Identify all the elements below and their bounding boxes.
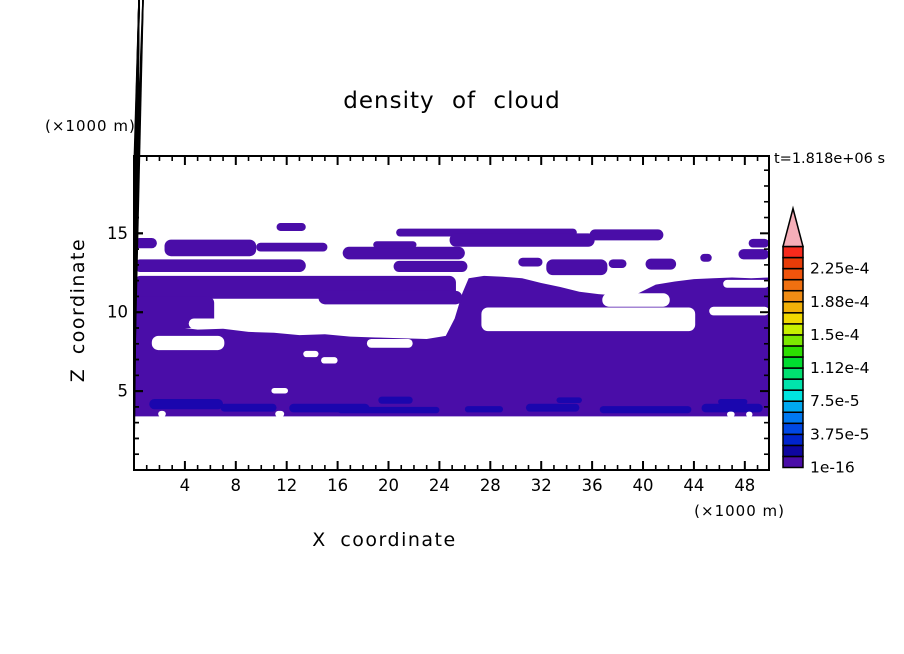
colorbar-label: 1e-16: [810, 459, 855, 477]
colorbar-cell: [782, 267, 804, 281]
cloud-hole: [709, 306, 769, 316]
svg-text:20: 20: [378, 476, 399, 495]
cloud-hole: [188, 318, 221, 329]
dense-cloud-patch: [378, 396, 413, 404]
cloud-blob: [645, 258, 677, 270]
cloud-blob: [748, 238, 769, 248]
colorbar-cell: [782, 378, 804, 391]
cloud-blob: [318, 290, 463, 305]
svg-text:40: 40: [633, 476, 654, 495]
colorbar-cell: [782, 455, 804, 469]
colorbar-label: 3.75e-5: [810, 425, 870, 443]
colorbar-cell: [782, 301, 804, 314]
dense-cloud-patch: [220, 403, 277, 412]
cloud-hole: [271, 387, 288, 394]
colorbar-cell: [782, 444, 804, 458]
svg-text:10: 10: [107, 303, 128, 322]
colorbar-cell: [782, 345, 804, 358]
cloud-blob: [342, 246, 465, 260]
dense-cloud-patch: [525, 403, 580, 412]
cloud-hole: [303, 350, 319, 358]
cloud-blob: [164, 239, 257, 257]
cloud-blob: [608, 259, 627, 269]
colorbar-cell: [782, 278, 804, 292]
colorbar-cell: [782, 389, 804, 402]
axis-ticks: [133, 0, 769, 470]
cloud-hole: [158, 410, 166, 418]
colorbar-cell: [782, 433, 804, 447]
cloud-blob: [700, 253, 712, 262]
cloud-blob: [134, 259, 306, 272]
svg-text:36: 36: [582, 476, 603, 495]
colorbar-cell: [782, 411, 804, 425]
cloud-blob: [373, 241, 417, 249]
colorbar-label: 1.88e-4: [810, 293, 870, 311]
dense-cloud-patch: [337, 406, 440, 414]
colorbar-label: 1.12e-4: [810, 359, 870, 377]
colorbar-cell: [782, 356, 804, 369]
svg-text:4: 4: [180, 476, 191, 495]
colorbar-overflow-arrow: [782, 205, 804, 248]
colorbar-cell: [782, 367, 804, 380]
x-axis-unit: (×1000 m): [694, 502, 785, 520]
z-axis-unit: (×1000 m): [45, 117, 136, 135]
colorbar: 1e-16 3.75e-5 7.5e-5 1.12e-4 1.5e-4 1.88e-4 2.…: [782, 205, 870, 477]
svg-text:12: 12: [276, 476, 297, 495]
dense-cloud-patch: [599, 406, 692, 414]
dense-cloud-patch: [464, 406, 504, 413]
colorbar-label: 7.5e-5: [810, 392, 860, 410]
colorbar-label: 2.25e-4: [810, 260, 870, 278]
cloud-hole: [746, 411, 753, 418]
svg-text:48: 48: [734, 476, 755, 495]
colorbar-cell: [782, 289, 804, 303]
cloud-hole: [366, 339, 413, 348]
dense-cloud-patch: [701, 403, 763, 413]
cloud-hole: [602, 293, 670, 307]
colorbar-cell: [782, 312, 804, 325]
cloud-blob: [134, 238, 157, 249]
svg-text:16: 16: [327, 476, 348, 495]
cloud-blob: [518, 257, 543, 267]
timestamp-label: t=1.818e+06 s: [774, 151, 886, 167]
cloud-hole: [727, 411, 735, 418]
cloud-blob: [546, 259, 608, 276]
dense-cloud-patch: [718, 398, 748, 405]
colorbar-cell: [782, 256, 804, 270]
colorbar-cell: [782, 422, 804, 436]
colorbar-cell: [782, 323, 804, 336]
colorbar-label: 1.5e-4: [810, 326, 860, 344]
cloud-blob: [256, 242, 328, 252]
cloud-hole: [275, 410, 285, 418]
cloud-hole: [151, 335, 225, 351]
dense-cloud-patch: [149, 398, 224, 410]
colorbar-cell: [782, 400, 804, 414]
contour-field: [134, 223, 769, 418]
svg-text:28: 28: [480, 476, 501, 495]
cloud-hole: [321, 357, 338, 364]
cloud-blob: [393, 260, 468, 272]
cloud-hole: [481, 307, 696, 332]
cloud-blob: [276, 223, 306, 231]
chart-title: density of cloud: [343, 88, 561, 114]
colorbar-cell: [782, 245, 804, 259]
cloud-hole: [723, 279, 769, 288]
svg-text:5: 5: [118, 382, 129, 401]
dense-cloud-patch: [556, 397, 582, 403]
svg-text:8: 8: [231, 476, 242, 495]
cloud-hole: [623, 272, 635, 282]
svg-text:44: 44: [683, 476, 704, 495]
colorbar-cell: [782, 334, 804, 347]
cloud-blob: [738, 249, 769, 260]
z-axis-label: Z coordinate: [67, 237, 89, 383]
cloud-blob: [449, 233, 595, 247]
svg-text:24: 24: [429, 476, 450, 495]
svg-text:32: 32: [531, 476, 552, 495]
x-axis-label: X coordinate: [312, 529, 457, 551]
cloud-blob: [589, 229, 664, 241]
svg-text:15: 15: [107, 224, 128, 243]
